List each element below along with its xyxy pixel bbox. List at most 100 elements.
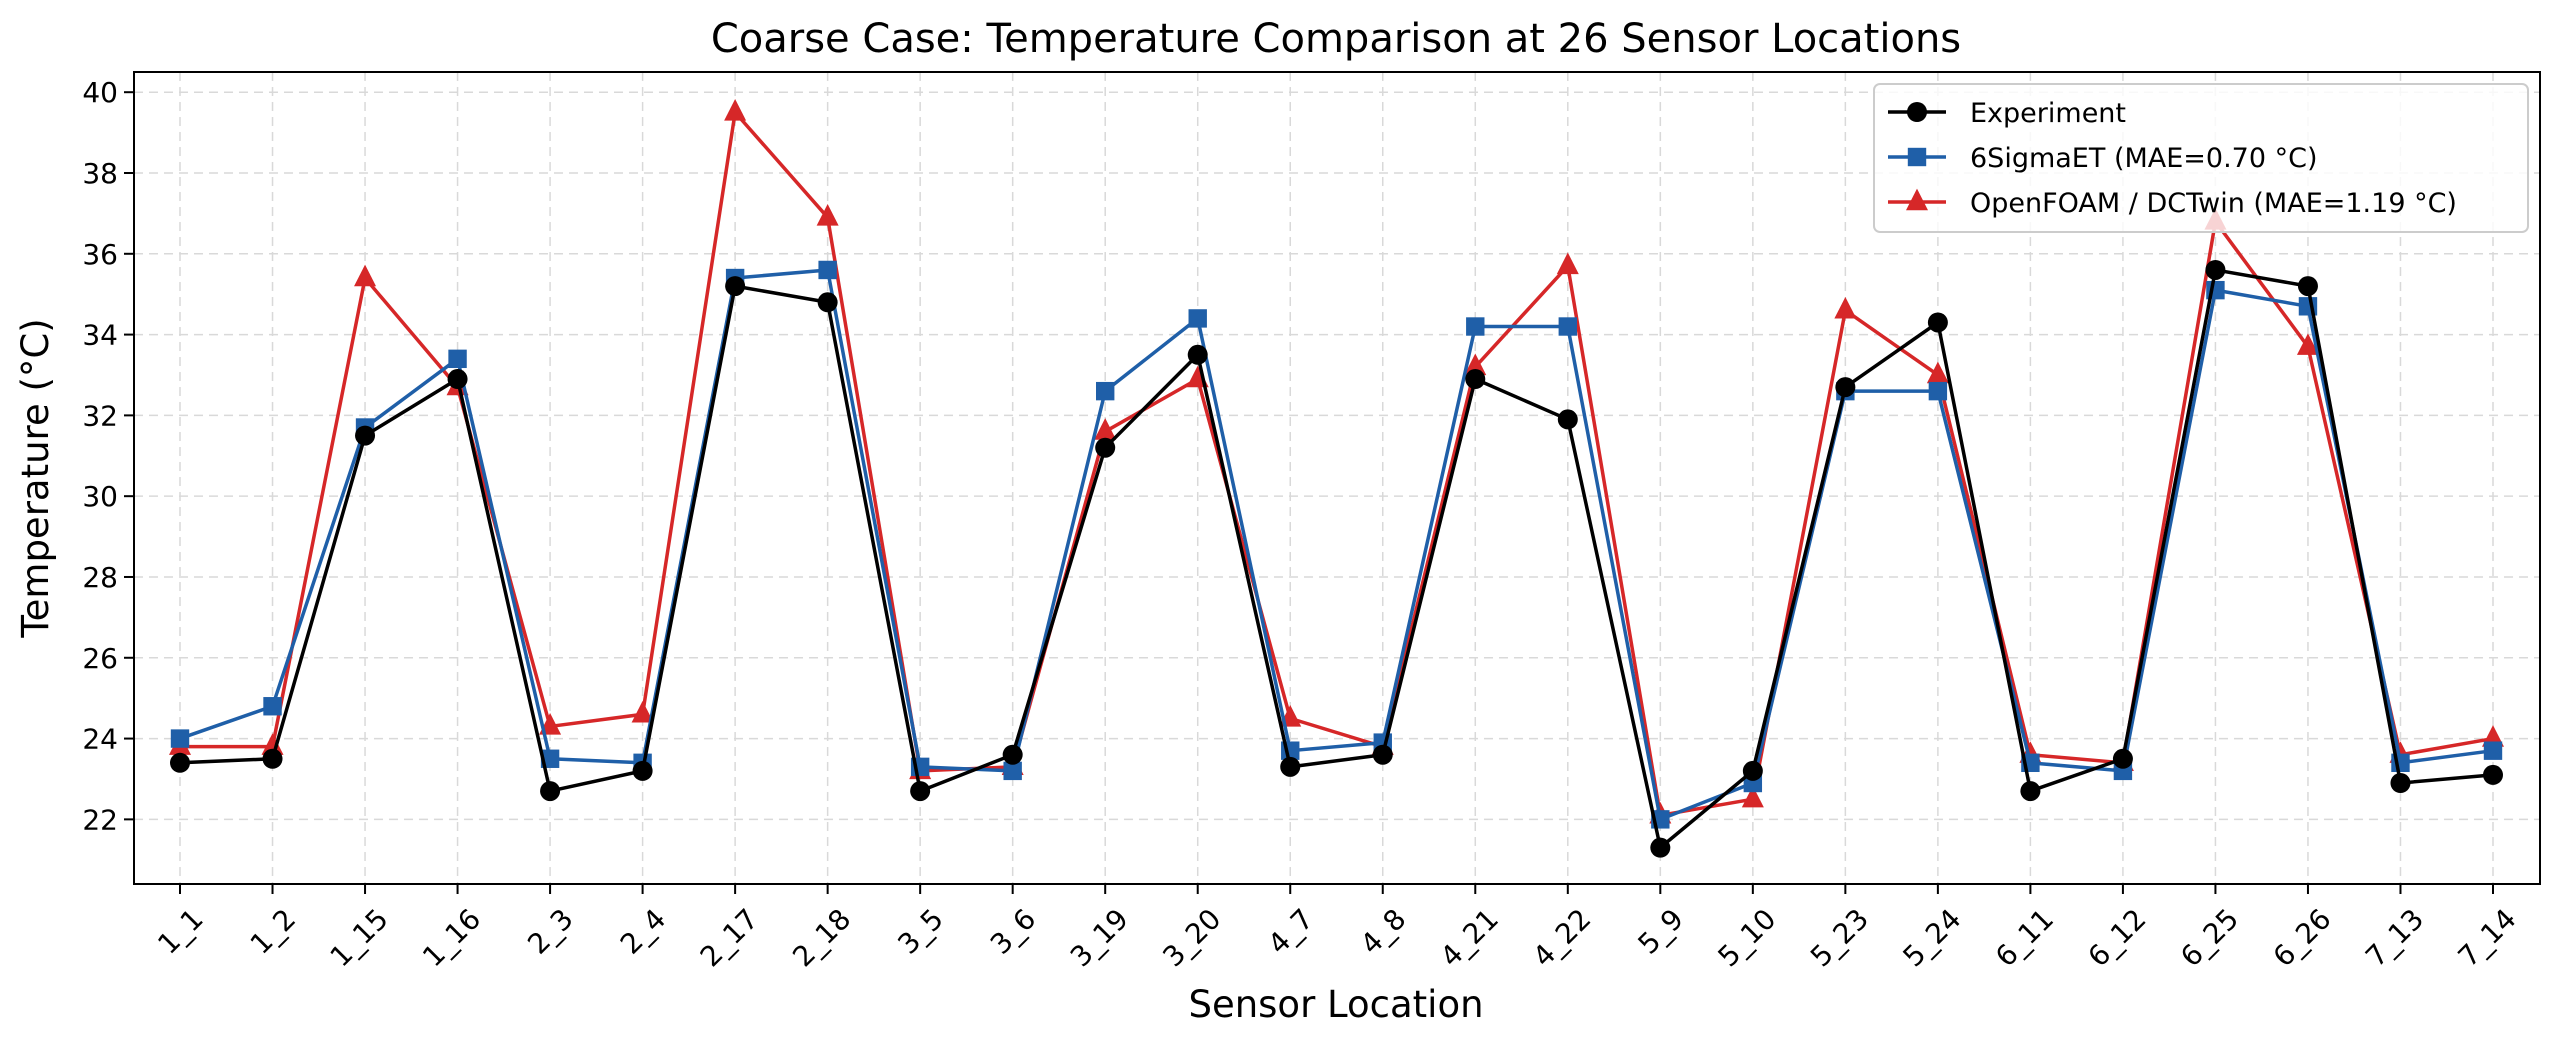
y-tick-label: 34 [82,319,118,352]
data-point [1741,785,1764,808]
x-tick-label: 2_17 [694,902,765,973]
x-tick-label: 2_3 [521,902,579,960]
series-group [169,99,2504,858]
data-point [355,425,376,446]
data-point [1835,377,1856,398]
data-point [2020,781,2041,802]
data-point [724,99,747,121]
data-point [2390,773,2411,794]
data-point [170,729,190,748]
data-point [1094,418,1117,440]
y-tick-label: 28 [82,561,118,594]
x-tick-label: 3_20 [1156,902,1227,973]
y-tick-label: 36 [82,238,118,271]
legend-label: Experiment [1970,98,2126,129]
data-point [725,276,746,297]
series-line [180,110,2494,818]
data-point [354,264,377,287]
data-point [2112,748,2133,769]
y-axis: 22 24 26 28 30 32 34 36 38 40 [82,76,134,836]
legend: Experiment 6SigmaET (MAE=0.70 °C) OpenFOAM… [1873,83,2529,233]
x-tick-label: 5_10 [1711,902,1782,973]
data-point [631,700,654,723]
data-point [2482,725,2504,747]
x-tick-label: 1_1 [151,902,209,960]
x-tick-label: 7_13 [2359,902,2430,973]
x-tick-label: 4_8 [1354,902,1412,960]
data-point [1558,317,1577,336]
legend-marker [1907,102,1927,122]
data-point [2483,741,2503,760]
y-tick-label: 32 [82,399,118,432]
data-point [263,697,282,716]
x-tick-label: 7_14 [2452,902,2523,973]
data-point [1928,381,1948,401]
chart-title: Coarse Case: Temperature Comparison at 2… [711,16,1961,62]
data-point [540,781,561,802]
data-point [1466,317,1485,336]
data-point [2205,259,2226,280]
data-point [1556,252,1579,275]
series-line [179,268,2494,822]
x-axis-label: Sensor Location [1188,983,1483,1026]
y-tick-label: 38 [82,157,118,190]
data-point [2297,276,2318,297]
data-point [262,748,283,769]
series-1 [170,260,2503,829]
legend-box [1873,83,2529,233]
legend-label: 6SigmaET (MAE=0.70 °C) [1970,143,2318,174]
data-point [1464,353,1487,376]
data-point [1465,369,1486,390]
data-point [448,349,467,369]
data-point [2296,333,2319,355]
data-point [1834,296,1857,319]
y-tick-label: 40 [82,76,118,109]
data-point [1095,437,1116,458]
x-tick-label: 1_15 [324,902,395,973]
y-axis-label: Temperature (°C) [14,318,57,638]
x-tick-label: 3_5 [891,902,949,960]
data-point [1926,361,1949,384]
y-tick-label: 26 [82,642,118,675]
legend-marker [1906,188,1928,211]
x-tick-label: 1_16 [416,902,487,973]
data-point [910,781,931,802]
data-point [1742,760,1763,781]
x-tick-label: 5_23 [1804,902,1875,973]
data-point [1372,744,1393,765]
x-tick-label: 4_21 [1434,902,1505,973]
data-point [1187,344,1208,365]
x-tick-label: 6_26 [2267,902,2338,973]
data-point [816,204,839,226]
x-tick-label: 4_22 [1526,902,1597,973]
data-point [1557,409,1578,430]
data-point [1650,837,1671,858]
data-point [1096,381,1115,401]
x-tick-label: 3_6 [984,902,1042,960]
data-point [447,369,468,390]
legend-marker [1907,147,1927,167]
x-tick-label: 6_12 [2082,902,2153,973]
data-point [1002,744,1023,765]
x-axis: 1_1 1_2 1_15 1_16 2_3 2_4 2_17 2_18 3_5 3_6 3_19 3_… [151,884,2523,973]
x-tick-label: 4_7 [1261,902,1319,960]
y-tick-label: 22 [82,803,118,836]
x-tick-label: 6_25 [2174,902,2245,973]
x-tick-label: 1_2 [244,902,302,960]
x-tick-label: 2_18 [786,902,857,973]
x-tick-label: 5_9 [1632,902,1690,960]
y-tick-label: 30 [82,480,118,513]
data-point [261,733,284,755]
data-point [817,292,838,313]
plot-frame [133,71,2541,885]
x-tick-label: 5_24 [1897,902,1968,973]
data-point [632,760,653,781]
y-tick-label: 24 [82,723,118,756]
data-point [1188,309,1207,328]
x-tick-label: 6_11 [1989,902,2060,973]
data-point [1927,312,1948,333]
data-point [818,260,837,280]
x-tick-label: 3_19 [1064,902,1135,973]
data-point [1003,761,1022,781]
series-0 [170,259,2503,858]
